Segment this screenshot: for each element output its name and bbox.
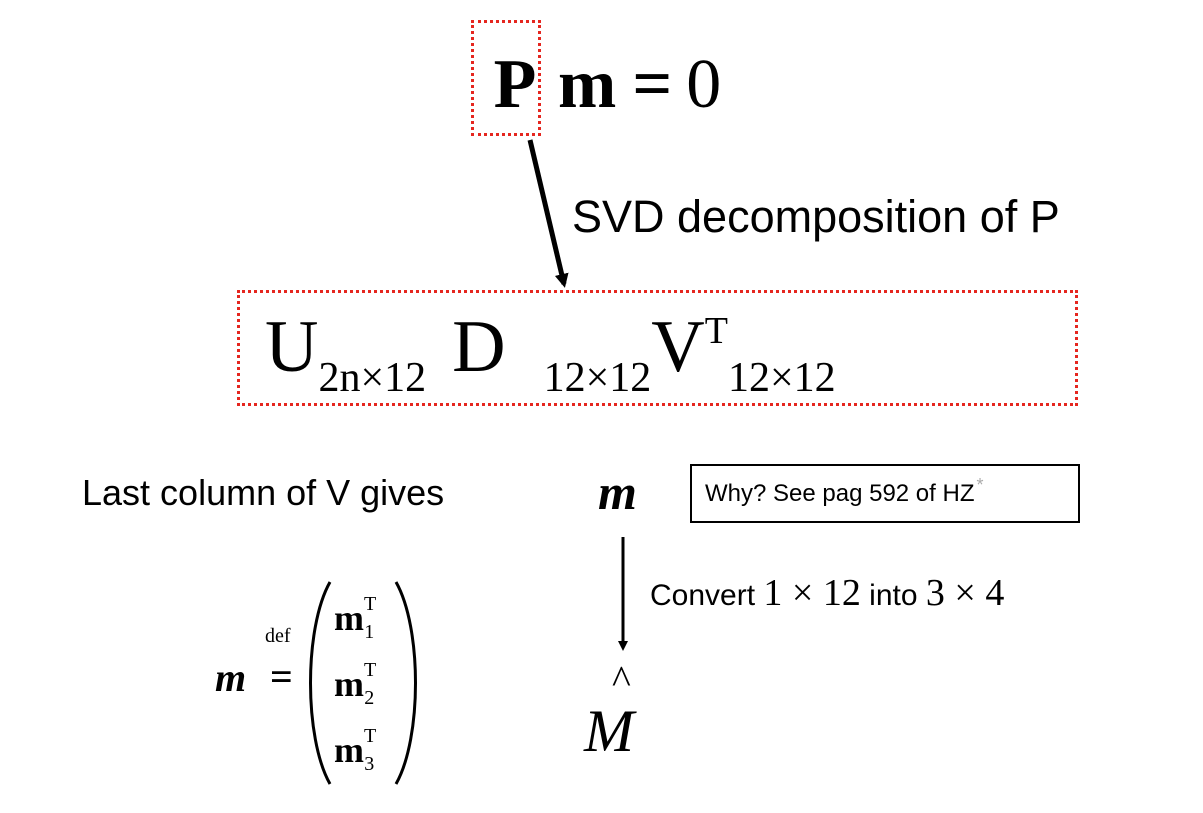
why-note-text: Why? See pag 592 of HZ — [705, 480, 975, 507]
row-3-sub: 3 — [364, 753, 375, 775]
last-column-text: Last column of V gives — [82, 472, 445, 513]
d-matrix: D — [452, 306, 506, 388]
top-equation: P m = 0 — [486, 40, 722, 130]
v-matrix: V — [651, 306, 705, 388]
definition-brackets — [309, 581, 417, 785]
convert-to: 3 × 4 — [925, 572, 1005, 614]
v-subscript: 12×12 — [727, 355, 836, 401]
svd-label: SVD decomposition of P — [572, 191, 1060, 242]
svd-highlight-box — [237, 290, 1078, 406]
def-label: def — [265, 625, 291, 647]
right-paren — [394, 581, 417, 785]
hat-accent: ^ — [612, 657, 631, 702]
svd-equation: U2n×12 D 12×12VT12×12 — [265, 292, 836, 402]
m-vector-symbol: m — [598, 464, 637, 520]
p-highlight-box — [471, 20, 541, 136]
row-1-base: m — [334, 598, 364, 638]
convert-into: into — [869, 579, 918, 612]
why-note-box — [690, 464, 1080, 523]
row-1-sub: 1 — [364, 621, 375, 643]
row-3-sup: T — [364, 725, 377, 747]
row-2-base: m — [334, 664, 364, 704]
v-superscript: T — [704, 310, 728, 352]
m-symbol-top: m — [558, 46, 617, 123]
u-subscript: 2n×12 — [318, 355, 427, 401]
row-2-sub: 2 — [364, 687, 375, 709]
definition-lhs: m — [215, 655, 247, 700]
footnote-star: * — [976, 475, 984, 495]
row-3-base: m — [334, 730, 364, 770]
svd-arrow — [527, 139, 569, 288]
convert-from: 1 × 12 — [763, 572, 861, 614]
row-2-sup: T — [364, 659, 377, 681]
row-1-sup: T — [364, 593, 377, 615]
zero: 0 — [686, 46, 722, 123]
convert-word: Convert — [650, 579, 756, 612]
p-symbol: P — [493, 46, 537, 123]
row-vector-2: mT 2 — [334, 659, 376, 710]
row-vector-3: mT 3 — [334, 725, 376, 776]
u-matrix: U — [265, 306, 319, 388]
why-note: Why? See pag 592 of HZ * — [705, 475, 984, 511]
equals-sign: = — [632, 46, 673, 123]
convert-label: Convert 1 × 12 into 3 × 4 — [650, 572, 1004, 617]
d-subscript: 12×12 — [543, 355, 652, 401]
m-hat-matrix: M — [584, 698, 634, 764]
definition-equals: = — [270, 654, 293, 699]
row-vector-1: mT 1 — [334, 593, 376, 644]
left-paren — [309, 581, 332, 785]
